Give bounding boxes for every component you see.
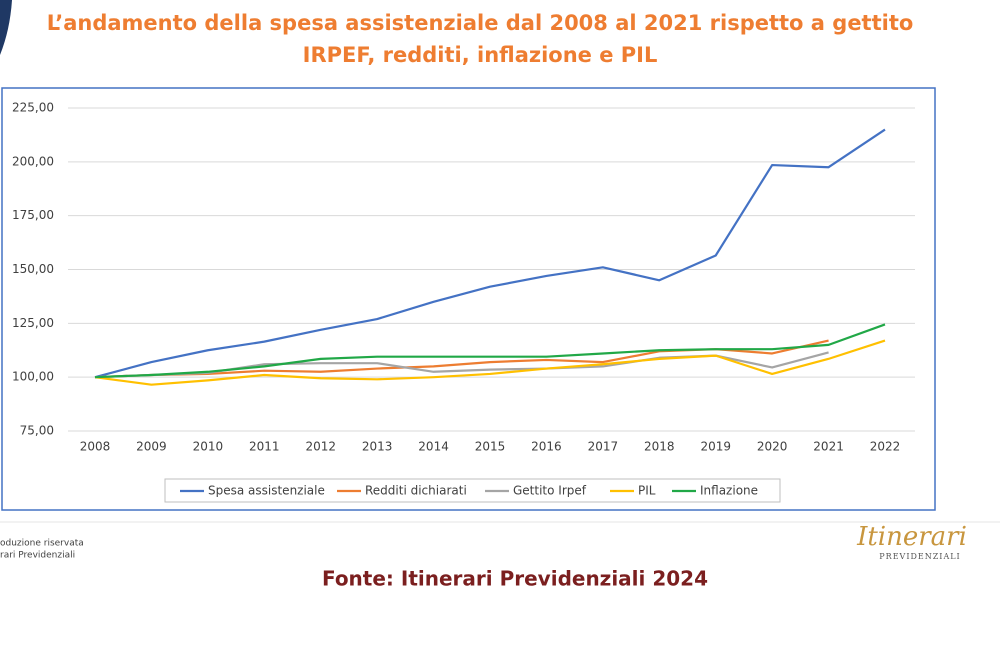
legend-label: Inflazione (700, 484, 758, 498)
footer-note: rari Previdenziali (0, 551, 75, 561)
legend-label: Redditi dichiarati (365, 484, 467, 498)
x-tick-label: 2019 (700, 440, 731, 454)
legend-label: PIL (638, 484, 656, 498)
corner-shape (0, 0, 12, 55)
series-line (94, 339, 886, 386)
footer-note: oduzione riservata (0, 539, 84, 549)
x-tick-label: 2011 (249, 440, 280, 454)
source: Fonte: Itinerari Previdenziali 2024 (322, 567, 708, 591)
y-tick-label: 175,00 (12, 208, 54, 222)
y-tick-label: 75,00 (20, 424, 54, 438)
chart-frame (1, 87, 936, 511)
logo: Itinerari (856, 522, 967, 552)
series-line (94, 128, 886, 379)
x-tick-label: 2016 (531, 440, 562, 454)
logo-sub: PREVIDENZIALI (879, 552, 960, 561)
x-tick-label: 2010 (193, 440, 224, 454)
x-tick-label: 2018 (644, 440, 675, 454)
x-tick-label: 2020 (757, 440, 788, 454)
x-tick-label: 2013 (362, 440, 393, 454)
y-tick-label: 225,00 (12, 101, 54, 115)
legend-box (164, 478, 781, 503)
chart-title: IRPEF, redditi, inflazione e PIL (303, 43, 658, 67)
x-tick-label: 2012 (305, 440, 336, 454)
x-tick-label: 2021 (813, 440, 844, 454)
legend-label: Spesa assistenziale (208, 484, 325, 498)
series-line (94, 323, 886, 379)
y-tick-label: 150,00 (12, 262, 54, 276)
chart-title: L’andamento della spesa assistenziale da… (47, 11, 914, 35)
x-tick-label: 2022 (870, 440, 901, 454)
x-tick-label: 2015 (475, 440, 506, 454)
legend-label: Gettito Irpef (513, 484, 587, 498)
y-tick-label: 200,00 (12, 154, 54, 168)
x-tick-label: 2008 (80, 440, 111, 454)
y-tick-label: 100,00 (12, 370, 54, 384)
x-tick-label: 2014 (418, 440, 449, 454)
y-tick-label: 125,00 (12, 316, 54, 330)
x-tick-label: 2017 (588, 440, 619, 454)
x-tick-label: 2009 (136, 440, 167, 454)
